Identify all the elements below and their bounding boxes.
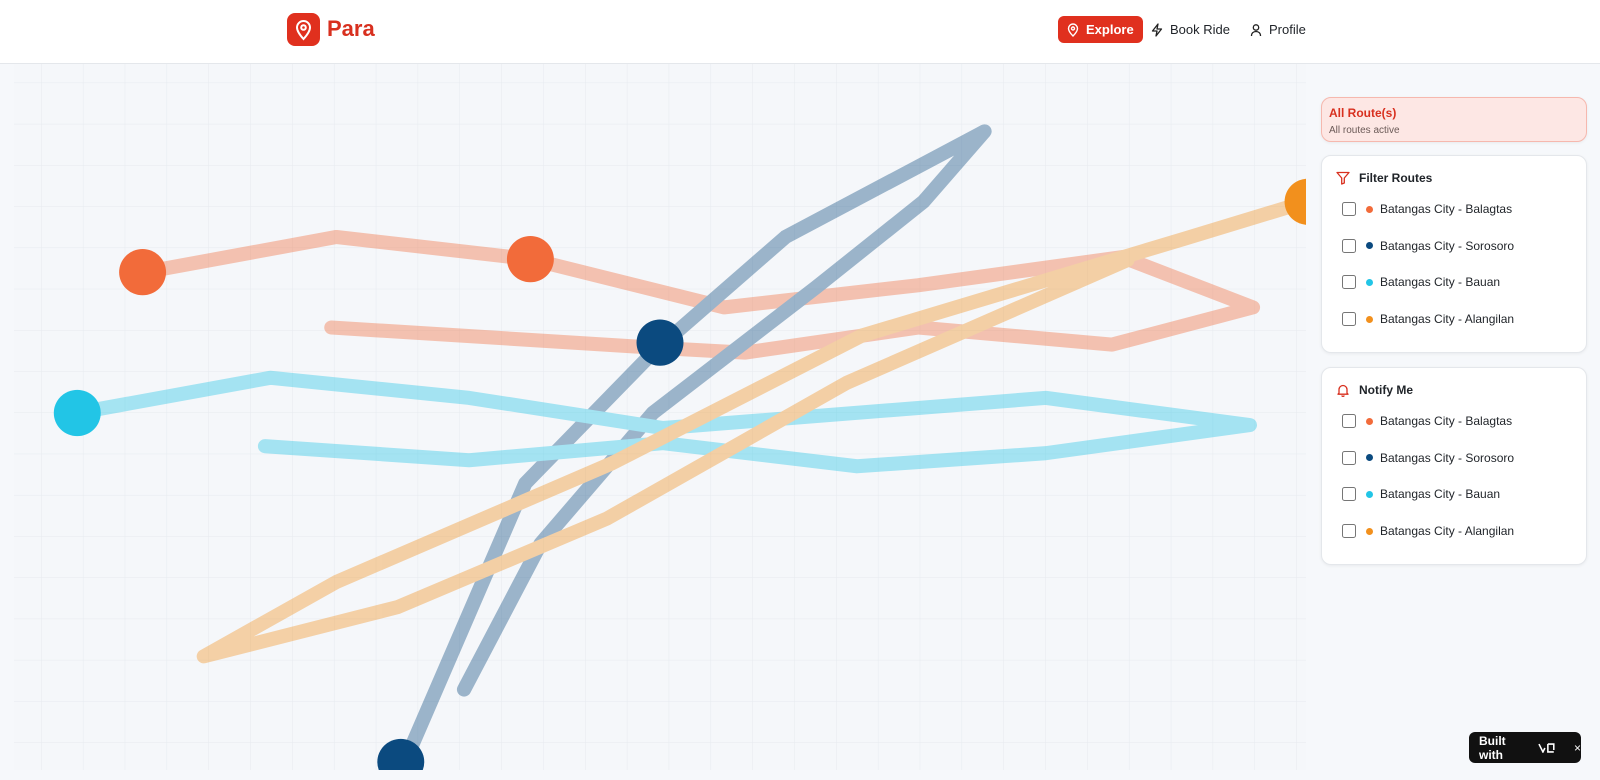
built-with-badge[interactable]: Built with × <box>1469 732 1581 763</box>
filter-icon <box>1336 171 1350 185</box>
route-option[interactable]: Batangas City - Alangilan <box>1322 301 1586 338</box>
route-option[interactable]: Batangas City - Balagtas <box>1322 191 1586 228</box>
route-dot <box>1366 205 1373 213</box>
route-lines <box>70 124 1306 762</box>
status-card: All Route(s) All routes active <box>1321 97 1587 142</box>
checkbox[interactable] <box>1342 312 1356 327</box>
checkbox[interactable] <box>1342 202 1356 217</box>
checkbox[interactable] <box>1342 414 1356 429</box>
route-option[interactable]: Batangas City - Sorosoro <box>1322 228 1586 265</box>
route-name: Batangas City - Bauan <box>1380 487 1501 502</box>
title-text: Notify Me <box>1359 383 1413 397</box>
route-option[interactable]: Batangas City - Bauan <box>1322 476 1586 513</box>
route-dot <box>1366 490 1373 498</box>
route-dot <box>1366 278 1373 286</box>
route-line <box>70 370 1258 474</box>
route-name: Batangas City - Sorosoro <box>1380 450 1515 465</box>
route-line <box>196 194 1306 664</box>
user-icon <box>1250 23 1262 36</box>
vehicle-marker[interactable] <box>506 235 554 283</box>
bell-icon <box>1337 384 1349 397</box>
v0-logo <box>1538 742 1555 753</box>
status-title: All Route(s) <box>1329 106 1397 120</box>
route-dot <box>1366 242 1373 250</box>
vehicle-marker[interactable] <box>377 738 425 770</box>
status-subtitle: All routes active <box>1329 125 1400 136</box>
map-grid <box>14 64 1306 770</box>
title-text: Filter Routes <box>1359 171 1433 185</box>
route-name: Batangas City - Alangilan <box>1380 312 1515 327</box>
filter-card: Filter Routes Batangas City - Balagtas Ba… <box>1321 155 1587 353</box>
vehicle-marker[interactable] <box>119 249 167 296</box>
route-name: Batangas City - Alangilan <box>1380 524 1515 539</box>
notify-card: Notify Me Batangas City - Balagtas Batang… <box>1321 367 1587 565</box>
route-option[interactable]: Batangas City - Alangilan <box>1322 513 1586 550</box>
route-list: Batangas City - Balagtas Batangas City - … <box>1322 403 1586 549</box>
vehicles <box>53 178 1306 770</box>
nav-profile[interactable]: Profile <box>1241 16 1315 43</box>
checkbox[interactable] <box>1342 275 1356 290</box>
badge-text: Built with <box>1479 733 1506 762</box>
nav-label: Profile <box>1269 22 1306 37</box>
route-name: Batangas City - Bauan <box>1380 275 1501 290</box>
logo[interactable] <box>287 13 320 46</box>
nav-label: Explore <box>1086 22 1134 37</box>
route-line <box>400 124 992 762</box>
route-dot <box>1366 315 1373 323</box>
checkbox[interactable] <box>1342 238 1356 253</box>
route-line <box>137 229 1261 360</box>
route-name: Batangas City - Balagtas <box>1380 202 1513 217</box>
route-dot <box>1366 417 1373 425</box>
checkbox[interactable] <box>1342 487 1356 502</box>
checkbox[interactable] <box>1342 450 1356 465</box>
route-list: Batangas City - Balagtas Batangas City - … <box>1322 191 1586 337</box>
nav-explore[interactable]: Explore <box>1058 16 1143 43</box>
route-dot <box>1366 454 1373 462</box>
vehicle-marker[interactable] <box>636 319 684 366</box>
checkbox[interactable] <box>1342 524 1356 539</box>
top-bar: Para Explore Book Ride Profile <box>0 0 1600 64</box>
route-name: Batangas City - Sorosoro <box>1380 238 1515 253</box>
close-icon[interactable]: × <box>1573 740 1581 755</box>
card-title: Notify Me <box>1336 383 1586 397</box>
brand[interactable]: Para <box>327 16 375 41</box>
vehicle-marker[interactable] <box>53 389 101 437</box>
nav-label: Book Ride <box>1170 22 1230 37</box>
route-option[interactable]: Batangas City - Bauan <box>1322 264 1586 301</box>
route-option[interactable]: Batangas City - Balagtas <box>1322 403 1586 440</box>
route-option[interactable]: Batangas City - Sorosoro <box>1322 440 1586 477</box>
route-name: Batangas City - Balagtas <box>1380 414 1513 429</box>
card-title: Filter Routes <box>1336 171 1586 185</box>
pin-icon <box>1067 22 1079 37</box>
vehicle-marker[interactable] <box>1284 178 1306 225</box>
map[interactable] <box>14 64 1306 770</box>
bolt-icon <box>1151 22 1163 37</box>
nav-book-ride[interactable]: Book Ride <box>1142 16 1239 43</box>
route-dot <box>1366 527 1373 535</box>
logo-icon <box>295 20 312 41</box>
